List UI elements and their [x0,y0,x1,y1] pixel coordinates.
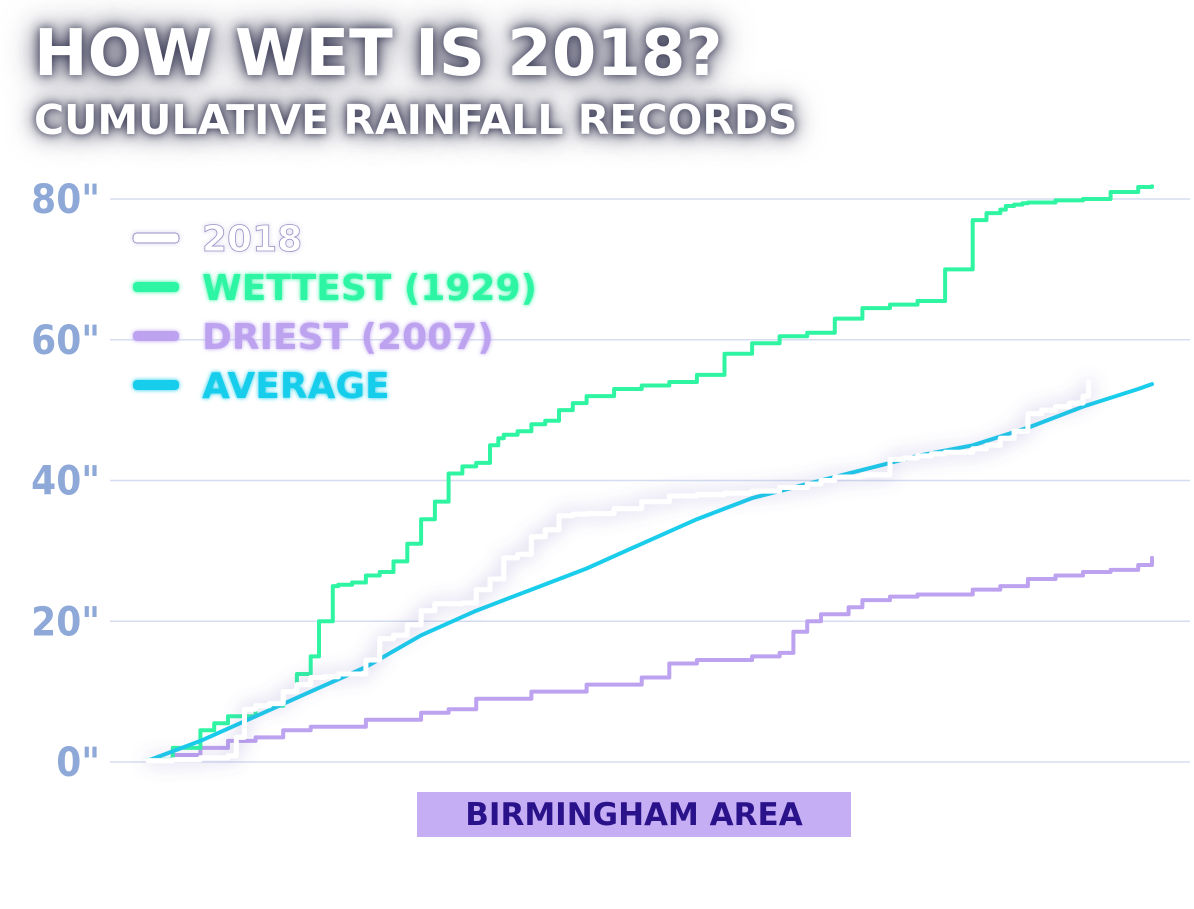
y-tick-label: 40" [31,459,100,505]
y-tick-label: 20" [31,599,100,645]
y-tick-label: 80" [31,177,100,223]
region-caption: BIRMINGHAM AREA [417,792,851,837]
series-lines [145,184,1154,764]
legend-swatch-2018 [132,232,180,244]
legend-label-driest: DRIEST (2007) [202,317,494,358]
legend-swatch-driest [133,331,179,341]
legend-label-wettest: WETTEST (1929) [202,268,537,309]
legend-swatch-wettest [133,282,179,292]
gridlines [110,198,1190,763]
legend-swatch-average [133,380,179,390]
legend: 2018 WETTEST (1929) DRIEST (2007) AVERAGE [132,219,537,407]
legend-label-average: AVERAGE [202,366,390,407]
series-line-wettest [146,184,1154,762]
legend-label-2018: 2018 [202,219,302,260]
chart-subtitle: CUMULATIVE RAINFALL RECORDS [34,96,798,144]
y-axis-tick-labels: 0" 20" 40" 60" 80" [31,177,100,786]
series-line-driest [146,555,1154,763]
series-line-2018 [145,379,1092,764]
y-tick-label: 60" [31,318,100,364]
chart-title: HOW WET IS 2018? [34,17,723,91]
y-tick-label: 0" [56,740,100,786]
